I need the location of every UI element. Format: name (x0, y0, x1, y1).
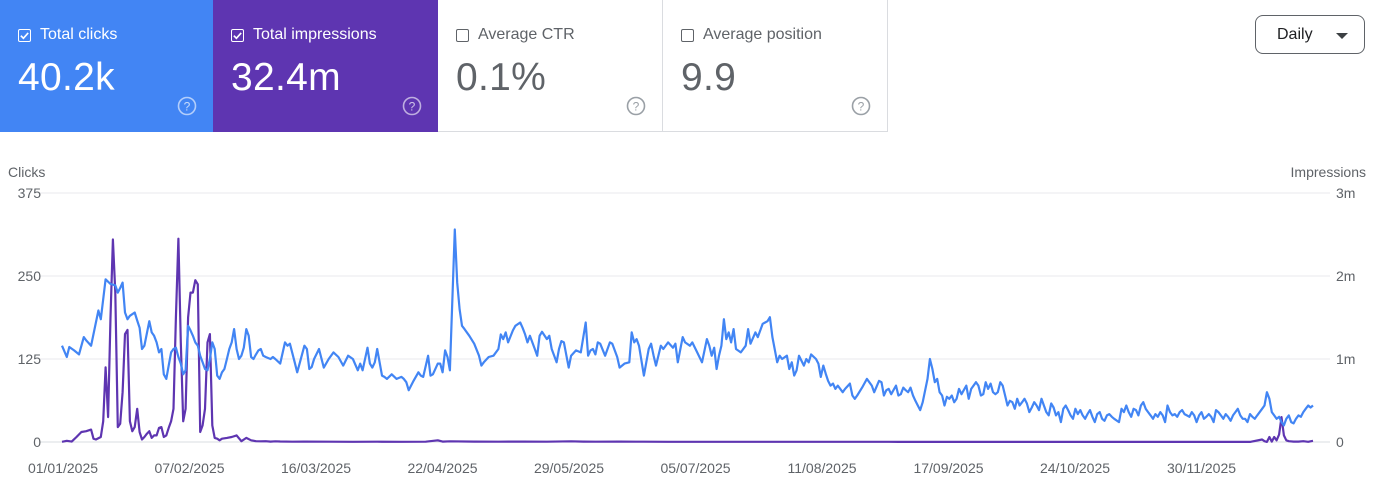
total-clicks-header: Total clicks (18, 26, 117, 44)
x-axis-tick-label: 16/03/2025 (281, 460, 351, 476)
help-circle-icon[interactable]: ? (177, 96, 197, 116)
average-ctr-header: Average CTR (456, 26, 575, 44)
period-dropdown-label: Daily (1277, 25, 1313, 43)
left-axis-ticks: 375 250 125 0 (18, 185, 42, 450)
help-circle-icon[interactable]: ? (626, 96, 646, 116)
x-axis-ticks: 01/01/2025 07/02/2025 16/03/2025 22/04/2025… (28, 460, 1236, 476)
metric-cards: Total clicks 40.2k ? Total impressions 3… (0, 0, 888, 132)
svg-text:?: ? (409, 100, 416, 114)
total-clicks-value: 40.2k (18, 56, 115, 99)
impressions-series-line (61, 237, 1314, 443)
total-clicks-card[interactable]: Total clicks 40.2k ? (0, 0, 213, 132)
average-position-card[interactable]: Average position 9.9 ? (663, 0, 888, 132)
average-ctr-card[interactable]: Average CTR 0.1% ? (438, 0, 663, 132)
average-position-header: Average position (681, 26, 822, 44)
right-axis-ticks: 3m 2m 1m 0 (1336, 185, 1355, 450)
left-axis-title: Clicks (8, 164, 45, 180)
left-axis-tick-label: 375 (18, 185, 42, 201)
x-axis-tick-label: 22/04/2025 (407, 460, 477, 476)
checkbox-icon[interactable] (456, 28, 469, 42)
average-position-value: 9.9 (681, 56, 737, 99)
right-axis-title: Impressions (1291, 164, 1366, 180)
svg-text:?: ? (858, 100, 865, 114)
checkbox-icon[interactable] (681, 28, 694, 42)
x-axis-tick-label: 24/10/2025 (1040, 460, 1110, 476)
help-circle-icon[interactable]: ? (402, 96, 422, 116)
help-circle-icon[interactable]: ? (851, 96, 871, 116)
left-axis-tick-label: 125 (18, 351, 42, 367)
left-axis-tick-label: 250 (18, 268, 42, 284)
checkbox-icon[interactable] (231, 28, 244, 42)
svg-text:?: ? (184, 100, 191, 114)
x-axis-tick-label: 30/11/2025 (1167, 460, 1236, 476)
total-impressions-header: Total impressions (231, 26, 377, 44)
x-axis-tick-label: 17/09/2025 (913, 460, 983, 476)
x-axis-tick-label: 07/02/2025 (154, 460, 224, 476)
right-axis-tick-label: 3m (1336, 185, 1355, 201)
average-ctr-label: Average CTR (478, 26, 575, 43)
total-impressions-label: Total impressions (253, 26, 377, 43)
total-impressions-card[interactable]: Total impressions 32.4m ? (213, 0, 438, 132)
performance-chart: Clicks Impressions 375 250 125 0 3m 2m 1m 0 01… (8, 164, 1366, 476)
total-impressions-value: 32.4m (231, 56, 341, 99)
average-position-label: Average position (703, 26, 822, 43)
checkbox-icon[interactable] (18, 28, 31, 42)
period-dropdown[interactable]: Daily (1255, 15, 1365, 54)
x-axis-tick-label: 05/07/2025 (660, 460, 730, 476)
total-clicks-label: Total clicks (40, 26, 118, 43)
x-axis-tick-label: 29/05/2025 (534, 460, 604, 476)
right-axis-tick-label: 0 (1336, 434, 1344, 450)
right-axis-tick-label: 2m (1336, 268, 1355, 284)
caret-down-icon (1336, 33, 1348, 39)
x-axis-tick-label: 11/08/2025 (787, 460, 856, 476)
x-axis-tick-label: 01/01/2025 (28, 460, 98, 476)
chart-grid (40, 192, 1330, 443)
left-axis-tick-label: 0 (33, 434, 41, 450)
svg-text:?: ? (633, 100, 640, 114)
clicks-series-line (60, 228, 1314, 427)
right-axis-tick-label: 1m (1336, 351, 1355, 367)
average-ctr-value: 0.1% (456, 56, 547, 99)
